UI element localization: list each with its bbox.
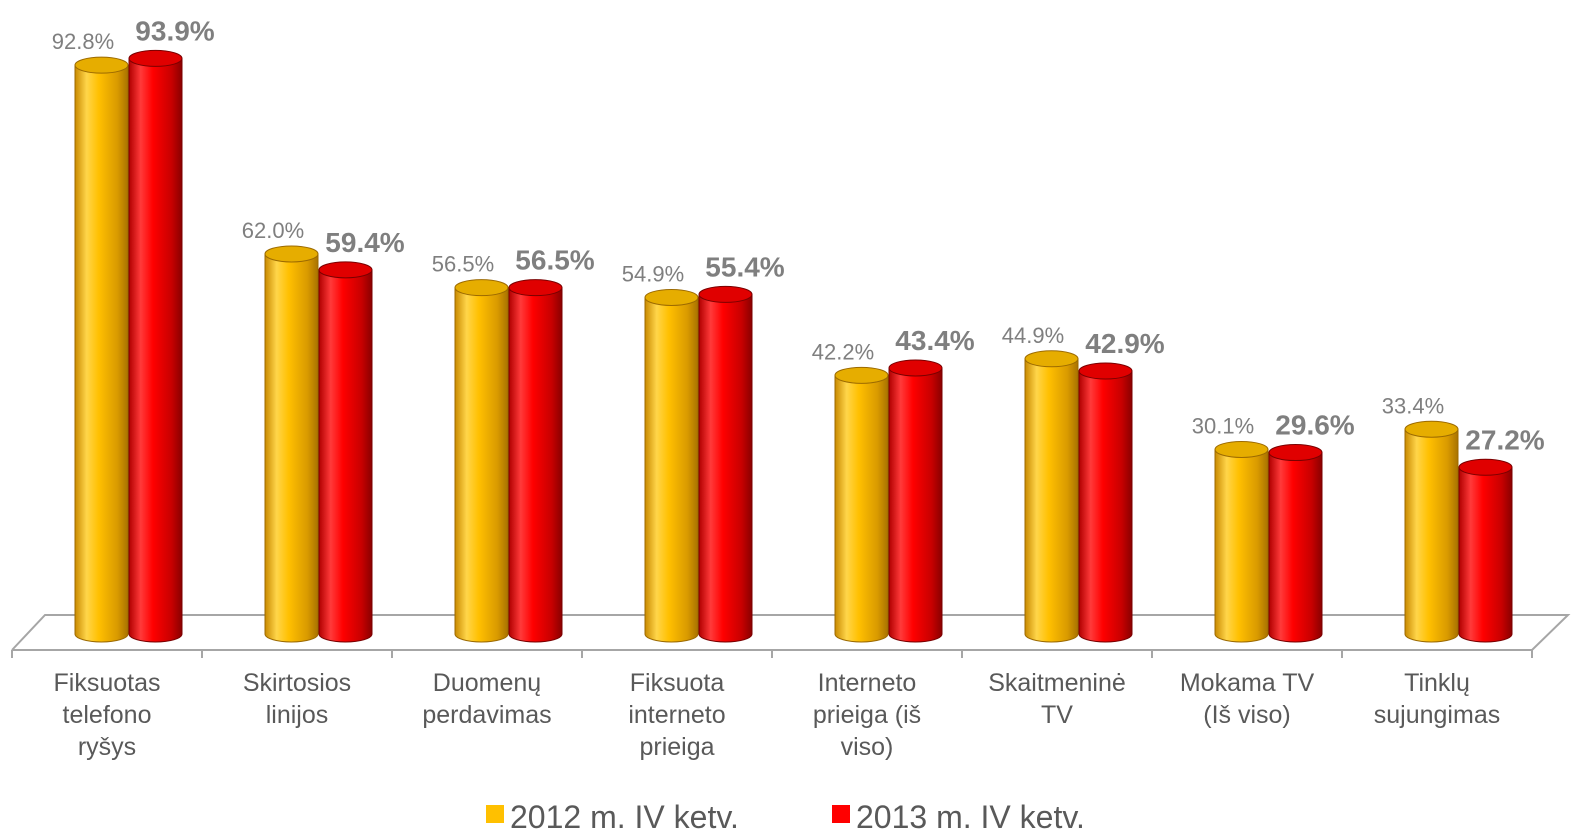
data-label: 59.4%: [325, 227, 404, 258]
data-label: 30.1%: [1192, 413, 1254, 438]
bar-series-2013: [1078, 362, 1133, 643]
data-label: 42.2%: [812, 339, 874, 364]
bar-body: [1078, 370, 1133, 643]
category-label: viso): [841, 733, 894, 761]
bar-cap: [698, 285, 753, 303]
legend-swatch: [832, 805, 850, 823]
category-label: Tinklų: [1404, 669, 1470, 697]
category-label: ryšys: [78, 733, 136, 761]
bar-series-2013: [698, 285, 753, 643]
data-label: 55.4%: [705, 251, 784, 282]
legend-item: 2012 m. IV ketv.: [486, 799, 739, 835]
bar-cap: [264, 245, 319, 263]
category-label: telefono: [63, 701, 152, 729]
bar-body: [74, 64, 129, 643]
bar-body: [1458, 466, 1513, 643]
bar-cap: [834, 366, 889, 384]
bar-series-2013: [1268, 444, 1323, 643]
bar-cap: [1268, 444, 1323, 462]
data-label: 33.4%: [1382, 393, 1444, 418]
data-label: 29.6%: [1275, 410, 1354, 441]
category-label: sujungimas: [1374, 701, 1500, 729]
bar-body: [454, 287, 509, 643]
category-label: perdavimas: [422, 701, 551, 729]
bar-cap: [1024, 350, 1079, 368]
bar-body: [508, 287, 563, 643]
legend-swatch: [486, 805, 504, 823]
bar-series-2013: [1458, 458, 1513, 643]
bar-series-2012: [1024, 350, 1079, 643]
bar-cap: [1214, 440, 1269, 458]
bar-body: [888, 367, 943, 643]
bar-cap: [508, 279, 563, 297]
bar-body: [644, 296, 699, 643]
bar-body: [128, 57, 183, 643]
data-label: 56.5%: [515, 245, 594, 276]
category-label: (Iš viso): [1203, 701, 1291, 729]
category-label: Fiksuota: [630, 669, 725, 697]
bar-cap: [1404, 420, 1459, 438]
data-label: 93.9%: [135, 15, 214, 46]
bar-body: [1268, 452, 1323, 643]
category-label: Interneto: [818, 669, 917, 697]
bar-cap: [318, 261, 373, 279]
bar-cap: [128, 49, 183, 67]
bar-body: [318, 269, 373, 643]
category-label: prieiga (iš: [813, 701, 921, 729]
legend-item: 2013 m. IV ketv.: [832, 799, 1085, 835]
data-label: 56.5%: [432, 252, 494, 277]
bar-cap: [74, 56, 129, 74]
bar-series-2013: [318, 261, 373, 643]
category-label: Duomenų: [433, 669, 541, 697]
bars: [74, 49, 1513, 643]
category-label: linijos: [266, 701, 329, 729]
data-label: 42.9%: [1085, 328, 1164, 359]
bar-series-2012: [644, 288, 699, 643]
bar-body: [264, 253, 319, 643]
bar-series-2012: [1214, 440, 1269, 643]
category-label: TV: [1041, 701, 1073, 729]
bar-series-2012: [74, 56, 129, 643]
bar-cap: [888, 359, 943, 377]
category-label: Fiksuotas: [54, 669, 161, 697]
bar-body: [1404, 428, 1459, 643]
bar-series-2013: [888, 359, 943, 643]
bar-series-2013: [128, 49, 183, 643]
category-label: Skirtosios: [243, 669, 351, 697]
category-label: prieiga: [639, 733, 714, 761]
data-label: 92.8%: [52, 29, 114, 54]
bar-cap: [1078, 362, 1133, 380]
data-label: 44.9%: [1002, 323, 1064, 348]
legend-label: 2012 m. IV ketv.: [510, 799, 739, 835]
data-label: 62.0%: [242, 218, 304, 243]
bar-body: [698, 293, 753, 643]
bar-cap: [454, 279, 509, 297]
category-label: Mokama TV: [1180, 669, 1315, 697]
legend-label: 2013 m. IV ketv.: [856, 799, 1085, 835]
category-label: Skaitmeninė: [988, 669, 1126, 697]
bar-series-2012: [454, 279, 509, 643]
bar-body: [834, 374, 889, 643]
data-label: 43.4%: [895, 325, 974, 356]
data-label: 27.2%: [1465, 424, 1544, 455]
bar-cap: [644, 288, 699, 306]
bar-series-2012: [1404, 420, 1459, 643]
floor-outline: [11, 614, 1571, 651]
category-label: interneto: [628, 701, 725, 729]
category-labels: Fiksuotas telefono ryšys Skirtosios linijos D…: [54, 669, 1501, 761]
bar-body: [1024, 358, 1079, 643]
bar-series-2012: [834, 366, 889, 643]
chart-floor: [11, 614, 1571, 651]
bar-cap: [1458, 458, 1513, 476]
x-axis-ticks: [11, 650, 1533, 658]
data-label: 54.9%: [622, 261, 684, 286]
data-labels: 92.8% 93.9% 62.0% 59.4% 56.5% 56.5% 54.9% 55.4%…: [52, 15, 1545, 455]
bar-series-2013: [508, 279, 563, 643]
bar-body: [1214, 448, 1269, 643]
bar-series-2012: [264, 245, 319, 643]
legend: 2012 m. IV ketv. 2013 m. IV ketv.: [486, 799, 1085, 835]
